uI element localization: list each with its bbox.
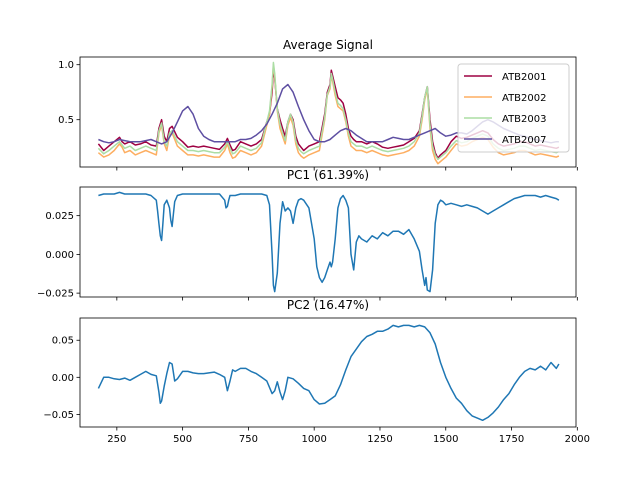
y-tick-label: 1.0 xyxy=(58,60,74,71)
series-layer xyxy=(97,324,560,422)
series-line-pc-1 xyxy=(98,191,560,293)
y-tick-label: 0.000 xyxy=(45,250,74,261)
average-signal-panel: Average Signal 0.5 1.0 ATB2001 ATB2002 AT… xyxy=(58,38,578,171)
panel-title: PC2 (16.47%) xyxy=(287,298,369,312)
panel-title: PC1 (61.39%) xyxy=(287,168,369,182)
panel-title: Average Signal xyxy=(283,38,373,52)
y-tick-label: −0.05 xyxy=(43,410,74,421)
axis-layer: 0.5 1.0 xyxy=(58,60,578,171)
y-tick-label: 0.05 xyxy=(52,336,74,347)
legend-label-atb2002: ATB2002 xyxy=(502,93,546,104)
y-tick-label: 0.5 xyxy=(58,115,74,126)
x-tick-label: 1250 xyxy=(367,434,392,445)
x-tick-label: 250 xyxy=(107,434,126,445)
axes-frame xyxy=(79,56,577,168)
axes-frame xyxy=(79,317,577,428)
x-tick-label: 1000 xyxy=(301,434,326,445)
axis-layer: −0.025 0.000 0.025 xyxy=(37,211,578,301)
legend-label-atb2007: ATB2007 xyxy=(502,135,546,146)
x-tick-label: 750 xyxy=(239,434,258,445)
pc1-panel: PC1 (61.39%) −0.025 0.000 0.025 xyxy=(37,168,578,301)
x-tick-label: 1750 xyxy=(499,434,524,445)
axis-layer: −0.05 0.00 0.05 250 500 750 1000 1250 1500 1750 20… xyxy=(43,336,590,445)
axes-frame xyxy=(79,186,577,298)
y-tick-label: −0.025 xyxy=(37,289,74,300)
y-tick-label: 0.025 xyxy=(45,211,74,222)
y-tick-label: 0.00 xyxy=(52,373,74,384)
legend-label-atb2001: ATB2001 xyxy=(502,72,546,83)
x-tick-label: 1500 xyxy=(433,434,458,445)
legend-box xyxy=(457,63,570,153)
x-tick-label: 2000 xyxy=(565,434,590,445)
x-tick-label: 500 xyxy=(173,434,192,445)
series-line-pc-2 xyxy=(97,324,560,422)
series-layer xyxy=(98,191,560,293)
pc2-panel: PC2 (16.47%) −0.05 0.00 0.05 250 500 750 1000 1… xyxy=(43,298,590,445)
legend: ATB2001 ATB2002 ATB2003 ATB2007 xyxy=(457,63,570,153)
legend-label-atb2003: ATB2003 xyxy=(502,114,546,125)
